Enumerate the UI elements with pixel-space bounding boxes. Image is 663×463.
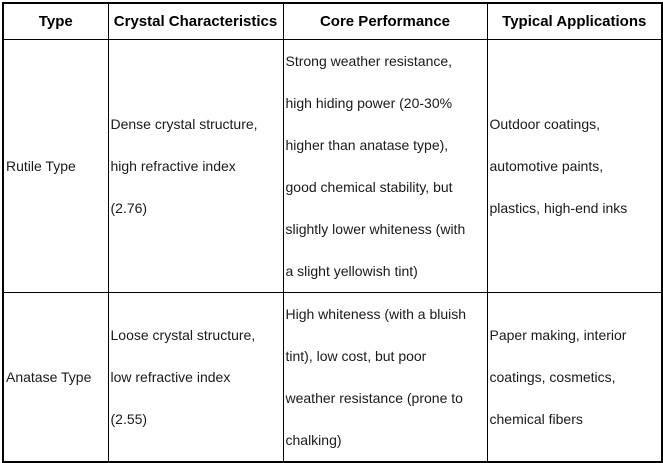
cell-typical-applications: Outdoor coatings, automotive paints, pla… [486, 38, 663, 293]
header-cell-core-performance: Core Performance [282, 2, 488, 40]
cell-typical-applications: Paper making, interior coatings, cosmeti… [486, 291, 663, 462]
cell-core-performance: Strong weather resistance, high hiding p… [282, 38, 488, 293]
header-row: Type Crystal Characteristics Core Perfor… [2, 2, 663, 40]
cell-type: Rutile Type [2, 38, 109, 293]
table-row-rutile: Rutile Type Dense crystal structure, hig… [2, 38, 663, 293]
cell-crystal-characteristics: Dense crystal structure, high refractive… [107, 38, 284, 293]
header-cell-typical-applications: Typical Applications [486, 2, 663, 40]
cell-crystal-characteristics: Loose crystal structure, low refractive … [107, 291, 284, 462]
header-cell-type: Type [2, 2, 109, 40]
header-cell-crystal-characteristics: Crystal Characteristics [107, 2, 284, 40]
cell-core-performance: High whiteness (with a bluish tint), low… [282, 291, 488, 462]
table-row-anatase: Anatase Type Loose crystal structure, lo… [2, 291, 663, 462]
cell-type: Anatase Type [2, 291, 109, 462]
